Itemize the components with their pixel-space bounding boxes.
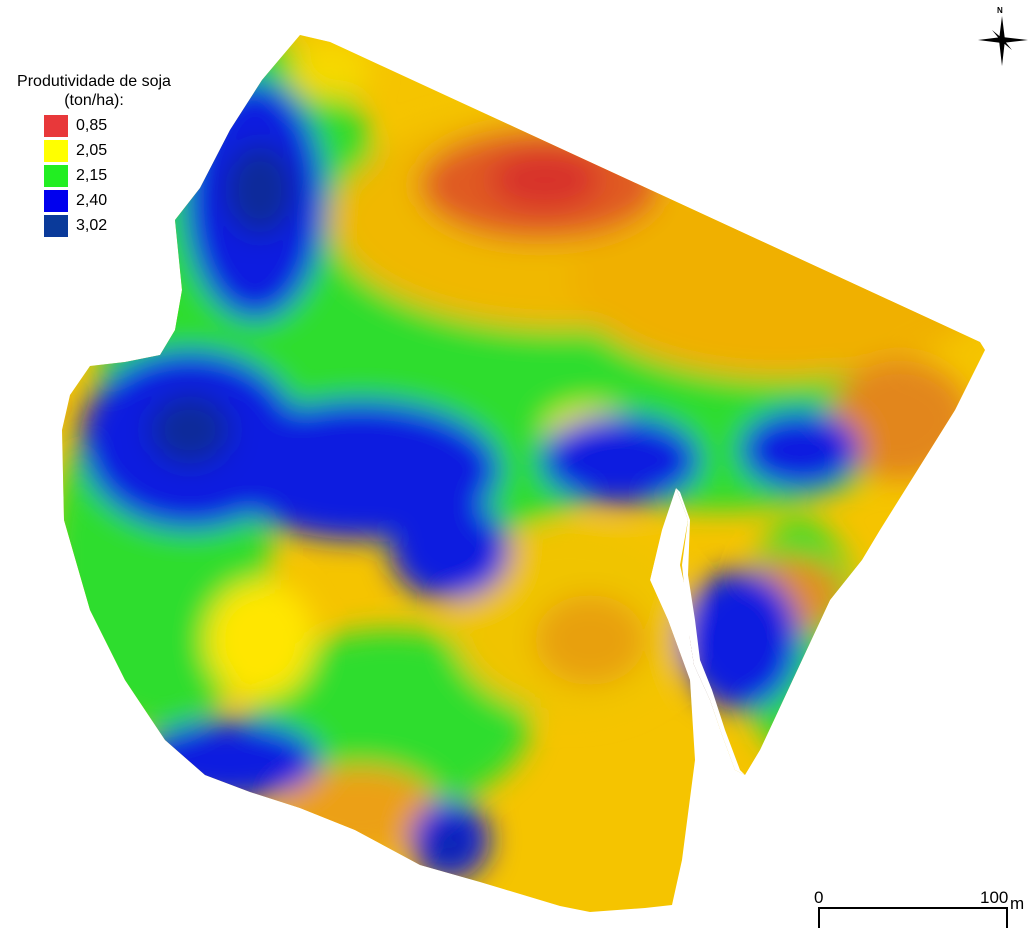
map-legend: Produtividade de soja (ton/ha): 0,85 2,0… <box>4 72 184 238</box>
legend-item: 0,85 <box>44 113 184 138</box>
legend-item: 3,02 <box>44 213 184 238</box>
legend-swatch <box>44 115 68 137</box>
legend-label: 2,40 <box>76 192 107 210</box>
legend-label: 0,85 <box>76 117 107 135</box>
legend-item: 2,05 <box>44 138 184 163</box>
scale-line <box>812 888 1028 928</box>
legend-label: 2,15 <box>76 167 107 185</box>
legend-label: 3,02 <box>76 217 107 235</box>
legend-title: Produtividade de soja (ton/ha): <box>4 72 184 110</box>
legend-list: 0,85 2,05 2,15 2,40 3,02 <box>44 113 184 238</box>
legend-swatch <box>44 140 68 162</box>
compass-star-icon <box>978 6 1028 68</box>
legend-item: 2,15 <box>44 163 184 188</box>
legend-swatch <box>44 165 68 187</box>
scale-bar: 0 100 m <box>812 888 1028 928</box>
legend-item: 2,40 <box>44 188 184 213</box>
legend-label: 2,05 <box>76 142 107 160</box>
legend-swatch <box>44 215 68 237</box>
north-arrow: N <box>978 6 1028 68</box>
field-raster <box>40 20 1000 920</box>
legend-swatch <box>44 190 68 212</box>
